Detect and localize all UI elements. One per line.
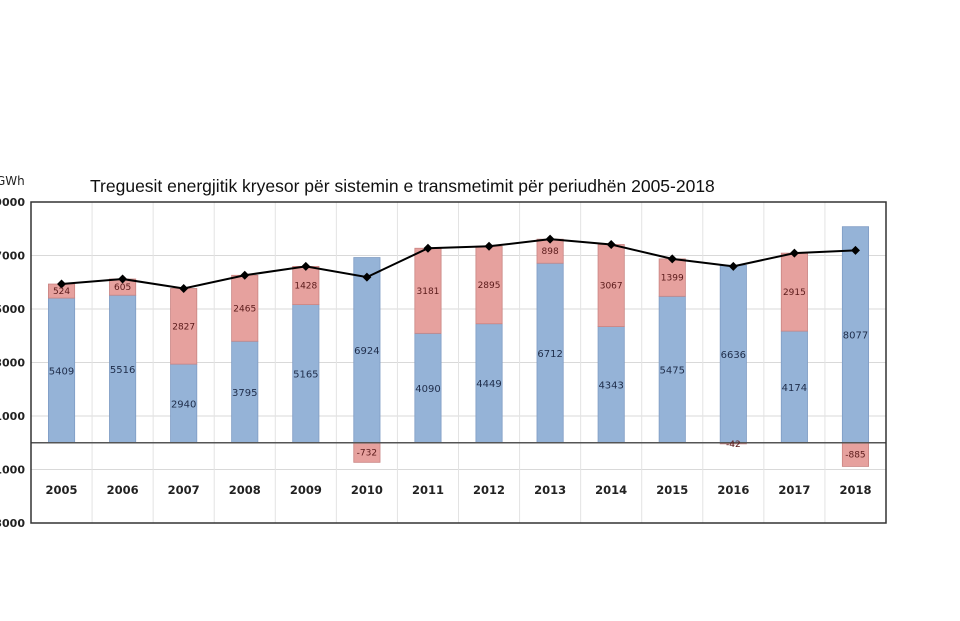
total-marker	[240, 270, 250, 280]
data-label-blue: 4174	[782, 383, 807, 394]
bar-blue	[597, 326, 625, 444]
data-label-blue: 3795	[232, 388, 257, 399]
y-tick-label: -3000	[0, 517, 25, 530]
total-marker	[118, 274, 128, 284]
data-label-red: 2915	[783, 288, 806, 298]
data-label-blue: 5409	[49, 366, 74, 377]
data-label-blue: 4449	[476, 379, 501, 390]
y-tick-label: 7000	[0, 250, 25, 263]
data-label-blue: 6924	[354, 346, 379, 357]
bar-blue	[109, 294, 137, 444]
x-tick-label: 2017	[778, 483, 810, 497]
bar-blue	[414, 332, 442, 444]
data-label-blue: 4343	[598, 381, 623, 392]
x-tick-label: 2013	[534, 483, 566, 497]
bar-blue	[719, 264, 747, 444]
data-label-blue: 5475	[660, 366, 685, 377]
x-tick-label: 2006	[107, 483, 139, 497]
bar-red	[780, 252, 808, 332]
y-tick-label: 9000	[0, 196, 25, 209]
data-label-blue: 6636	[721, 350, 746, 361]
bar-blue	[780, 330, 808, 444]
total-marker	[179, 283, 189, 293]
data-label-red: 605	[114, 283, 131, 293]
x-tick-label: 2018	[839, 483, 871, 497]
y-tick-label: -1000	[0, 464, 25, 477]
data-label-red: 3067	[600, 282, 623, 292]
x-tick-label: 2015	[656, 483, 688, 497]
bar-blue	[231, 340, 259, 444]
bar-blue	[48, 297, 76, 444]
chart-title: Treguesit energjitik kryesor për sistemi…	[90, 176, 715, 196]
data-label-red: 898	[542, 247, 559, 257]
bar-blue	[841, 226, 869, 444]
total-marker	[484, 241, 494, 251]
data-label-red: -42	[726, 440, 741, 450]
total-marker	[362, 272, 372, 282]
x-tick-label: 2007	[168, 483, 200, 497]
total-marker	[850, 245, 860, 255]
bar-red	[231, 274, 259, 342]
data-label-blue: 4090	[415, 384, 440, 395]
total-line	[57, 234, 860, 293]
total-line-path	[61, 238, 856, 290]
x-tick-label: 2016	[717, 483, 749, 497]
data-label-red: -732	[357, 449, 377, 459]
y-axis-unit-label: GWh	[0, 174, 25, 188]
data-label-blue: 8077	[843, 331, 868, 342]
data-label-blue: 5516	[110, 365, 135, 376]
total-marker	[606, 240, 616, 250]
x-tick-label: 2014	[595, 483, 627, 497]
data-label-blue: 6712	[537, 349, 562, 360]
total-marker	[423, 243, 433, 253]
x-tick-label: 2009	[290, 483, 322, 497]
bar-red	[170, 288, 198, 365]
total-marker	[667, 254, 677, 264]
bars	[48, 226, 869, 467]
bar-red	[475, 245, 503, 325]
total-marker	[57, 279, 67, 289]
data-label-red: 2895	[478, 281, 501, 291]
data-label-red: 524	[53, 287, 70, 297]
data-label-red: 1428	[294, 281, 317, 291]
total-marker	[301, 261, 311, 271]
x-tick-label: 2005	[46, 483, 78, 497]
total-marker	[789, 248, 799, 258]
data-label-red: 3181	[417, 287, 440, 297]
gridlines	[31, 201, 886, 524]
data-label-blue: 2940	[171, 399, 196, 410]
data-label-red: -885	[845, 451, 865, 461]
data-label-blue: 5165	[293, 370, 318, 381]
data-labels: 5409 524 5516 605 2940 2827 3795 2465 5165 1428 69…	[49, 247, 868, 460]
plot-frame	[30, 201, 887, 524]
data-label-red: 2465	[233, 304, 256, 314]
x-tick-label: 2012	[473, 483, 505, 497]
bar-red	[414, 247, 442, 334]
x-tick-label: 2010	[351, 483, 383, 497]
bar-blue	[658, 295, 686, 444]
x-tick-label: 2008	[229, 483, 261, 497]
total-marker	[545, 234, 555, 244]
data-label-red: 2827	[172, 322, 195, 332]
x-axis-ticks: 2005 2006 2007 2008 2009 2010 2011 2012 2013 2014…	[46, 483, 872, 497]
total-marker	[728, 261, 738, 271]
y-tick-label: 1000	[0, 410, 25, 423]
y-tick-label: 3000	[0, 357, 25, 370]
x-tick-label: 2011	[412, 483, 444, 497]
data-label-red: 1399	[661, 274, 684, 284]
bar-blue	[536, 262, 564, 444]
bar-blue	[475, 323, 503, 444]
